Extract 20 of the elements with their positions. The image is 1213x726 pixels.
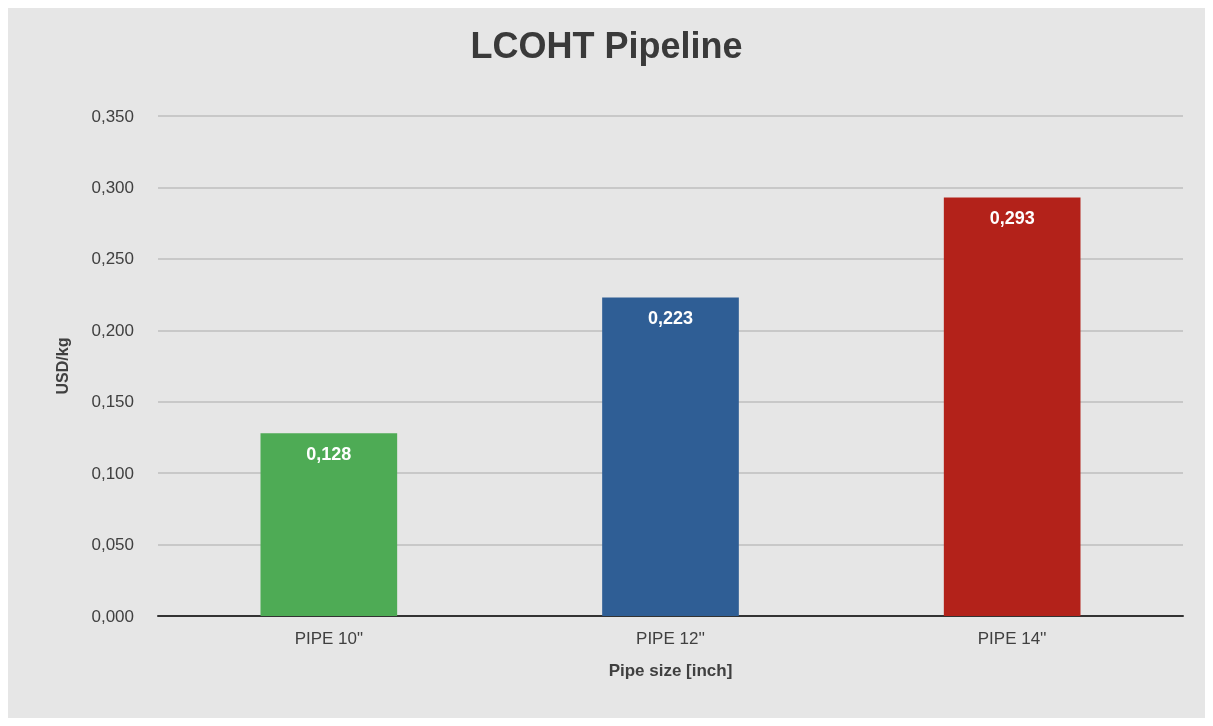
- y-tick-label: 0,300: [91, 177, 134, 197]
- x-tick-label: PIPE 10": [294, 629, 364, 648]
- bar: [260, 433, 398, 616]
- chart-title: LCOHT Pipeline: [470, 24, 743, 66]
- data-label: 0,223: [647, 308, 694, 329]
- data-label: 0,293: [989, 208, 1035, 229]
- x-tick-label: PIPE 14'': [977, 629, 1047, 648]
- x-tick-label: PIPE 12'': [636, 629, 705, 648]
- y-axis-title: USD/kg: [53, 337, 71, 395]
- y-tick-label: 0,150: [91, 392, 134, 412]
- y-tick-label: 0,050: [91, 535, 134, 555]
- bar: [602, 297, 739, 616]
- bar: [943, 197, 1081, 616]
- y-tick-label: 0,200: [91, 320, 134, 340]
- data-label: 0,128: [306, 444, 352, 465]
- y-tick-label: 0,100: [91, 463, 134, 483]
- y-tick-label: 0,350: [91, 106, 134, 126]
- y-tick-label: 0,250: [91, 249, 134, 269]
- x-axis-title: Pipe size [inch]: [608, 661, 733, 680]
- y-tick-label: 0,000: [91, 606, 134, 626]
